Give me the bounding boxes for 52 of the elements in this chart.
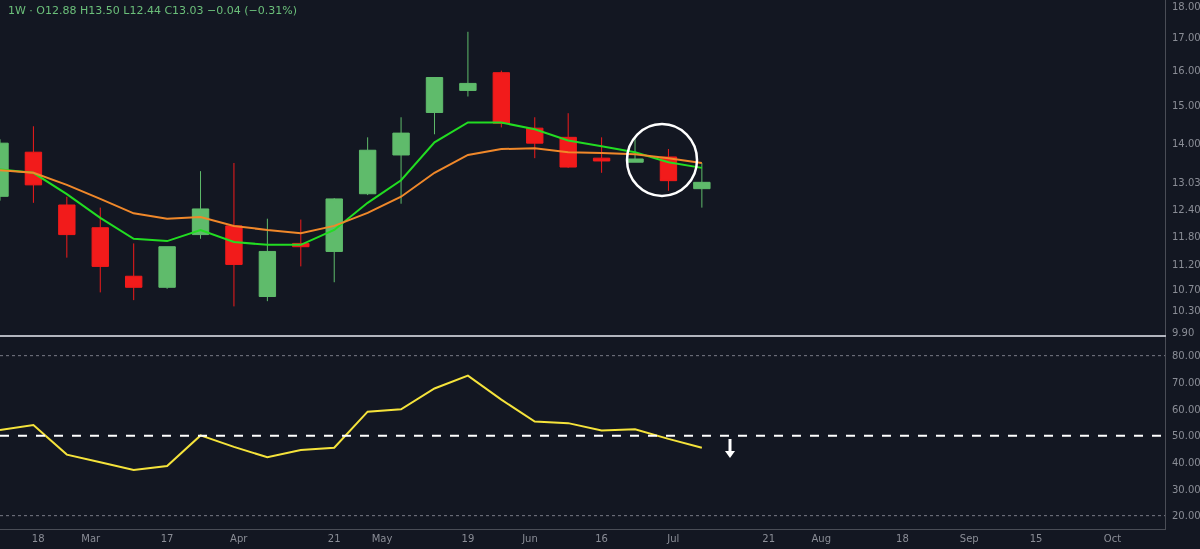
y-tick-label: 14.00 — [1172, 137, 1200, 149]
candlestick — [158, 246, 176, 290]
candlestick — [58, 196, 76, 259]
candlestick — [225, 162, 243, 307]
candlestick — [91, 207, 109, 293]
x-tick-label: 19 — [461, 533, 475, 544]
y-tick-label: 13.03 — [1172, 176, 1200, 188]
candlestick — [626, 136, 644, 163]
x-tick-label: Apr — [230, 533, 249, 544]
candlestick — [125, 242, 143, 301]
y-tick-label: 60.00 — [1172, 403, 1200, 415]
x-tick-label: 17 — [160, 533, 174, 544]
x-tick-label: Aug — [811, 533, 831, 544]
x-tick-label: May — [371, 533, 393, 544]
y-tick-label: 10.70 — [1172, 284, 1200, 296]
y-tick-label: 30.00 — [1172, 483, 1200, 495]
y-tick-label: 40.00 — [1172, 456, 1200, 468]
candlestick — [392, 116, 410, 205]
x-tick-label: 18 — [31, 533, 45, 544]
candlestick — [492, 70, 511, 128]
y-tick-label: 12.40 — [1172, 203, 1200, 215]
candlestick — [24, 125, 43, 204]
candlestick — [358, 136, 377, 196]
chart-subtitle: 1W · O12.88 H13.50 L12.44 C13.03 −0.04 (−0.31%) — [8, 4, 298, 17]
candlestick — [325, 197, 343, 283]
y-tick-label: 10.30 — [1172, 305, 1200, 317]
y-tick-label: 17.00 — [1172, 31, 1200, 43]
candlestick — [693, 162, 711, 209]
x-tick-label: Jul — [666, 533, 680, 544]
x-tick-label: Oct — [1103, 533, 1122, 544]
y-tick-label: 16.00 — [1172, 64, 1200, 76]
x-tick-label: 16 — [595, 533, 608, 544]
y-tick-label: 15.00 — [1172, 100, 1200, 112]
x-tick-label: Mar — [81, 533, 102, 544]
y-tick-label: 11.80 — [1172, 230, 1200, 242]
candlestick — [258, 218, 277, 302]
x-tick-label: Jun — [521, 533, 538, 544]
candlestick — [459, 31, 477, 97]
candlestick — [592, 136, 611, 174]
y-tick-label: 9.90 — [1172, 326, 1195, 338]
y-tick-label: 20.00 — [1172, 510, 1200, 522]
x-tick-label: 15 — [1029, 533, 1043, 544]
x-tick-label: 18 — [896, 533, 909, 544]
x-tick-label: 21 — [762, 533, 776, 544]
y-tick-label: 80.00 — [1172, 350, 1200, 362]
y-tick-label: 50.00 — [1172, 430, 1200, 442]
y-tick-label: 18.00 — [1172, 0, 1200, 12]
y-tick-label: 11.20 — [1172, 259, 1200, 271]
x-tick-label: 21 — [327, 533, 341, 544]
y-tick-label: 70.00 — [1172, 376, 1200, 388]
candlestick — [425, 77, 444, 135]
x-tick-label: Sep — [959, 533, 979, 544]
